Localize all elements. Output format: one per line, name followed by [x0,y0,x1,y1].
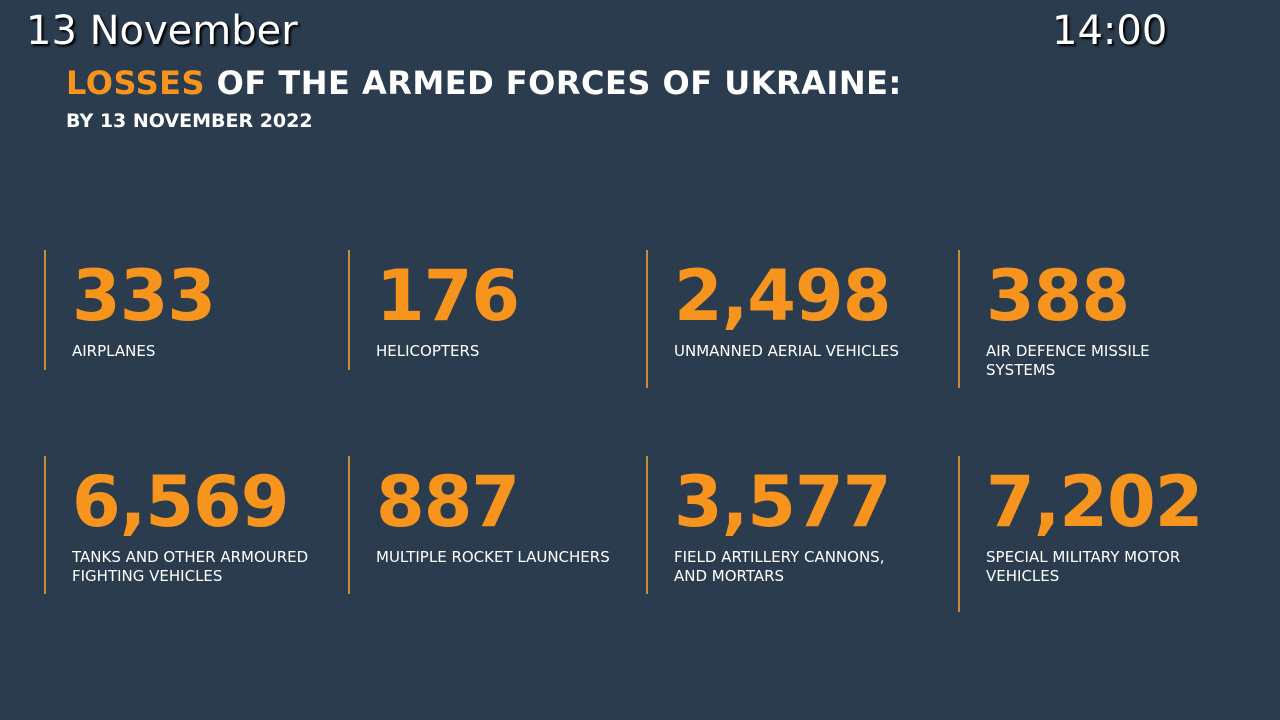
stat-value: 2,498 [674,255,891,337]
stat-airplanes: 333 AIRPLANES [44,250,344,370]
stat-label: HELICOPTERS [376,342,480,360]
stat-value: 176 [376,255,520,337]
stat-tanks: 6,569 TANKS AND OTHER ARMOURED FIGHTING … [44,456,344,594]
stat-label: TANKS AND OTHER ARMOURED FIGHTING VEHICL… [72,548,309,585]
page-subtitle: BY 13 NOVEMBER 2022 [66,110,313,132]
stat-label: MULTIPLE ROCKET LAUNCHERS [376,548,610,566]
stat-label: AIR DEFENCE MISSILE SYSTEMS [986,342,1150,379]
stat-value: 388 [986,255,1130,337]
stat-helicopters: 176 HELICOPTERS [348,250,643,370]
title-accent: LOSSES [66,64,206,102]
stat-label: AIRPLANES [72,342,156,360]
stat-value: 3,577 [674,461,891,543]
stat-uav: 2,498 UNMANNED AERIAL VEHICLES [646,250,956,388]
stat-label: UNMANNED AERIAL VEHICLES [674,342,899,360]
overlay-time: 14:00 [1052,8,1168,54]
overlay-date: 13 November [26,8,298,54]
page-title: LOSSES OF THE ARMED FORCES OF UKRAINE: [66,64,902,102]
stat-value: 7,202 [986,461,1203,543]
title-rest: OF THE ARMED FORCES OF UKRAINE: [216,64,902,102]
stat-value: 887 [376,461,520,543]
stat-label: FIELD ARTILLERY CANNONS, AND MORTARS [674,548,885,585]
stat-value: 333 [72,255,216,337]
stat-value: 6,569 [72,461,289,543]
stat-motor-vehicles: 7,202 SPECIAL MILITARY MOTOR VEHICLES [958,456,1258,612]
stat-air-defence: 388 AIR DEFENCE MISSILE SYSTEMS [958,250,1258,388]
stat-label: SPECIAL MILITARY MOTOR VEHICLES [986,548,1181,585]
stat-artillery: 3,577 FIELD ARTILLERY CANNONS, AND MORTA… [646,456,956,594]
stat-rocket-launchers: 887 MULTIPLE ROCKET LAUNCHERS [348,456,643,594]
